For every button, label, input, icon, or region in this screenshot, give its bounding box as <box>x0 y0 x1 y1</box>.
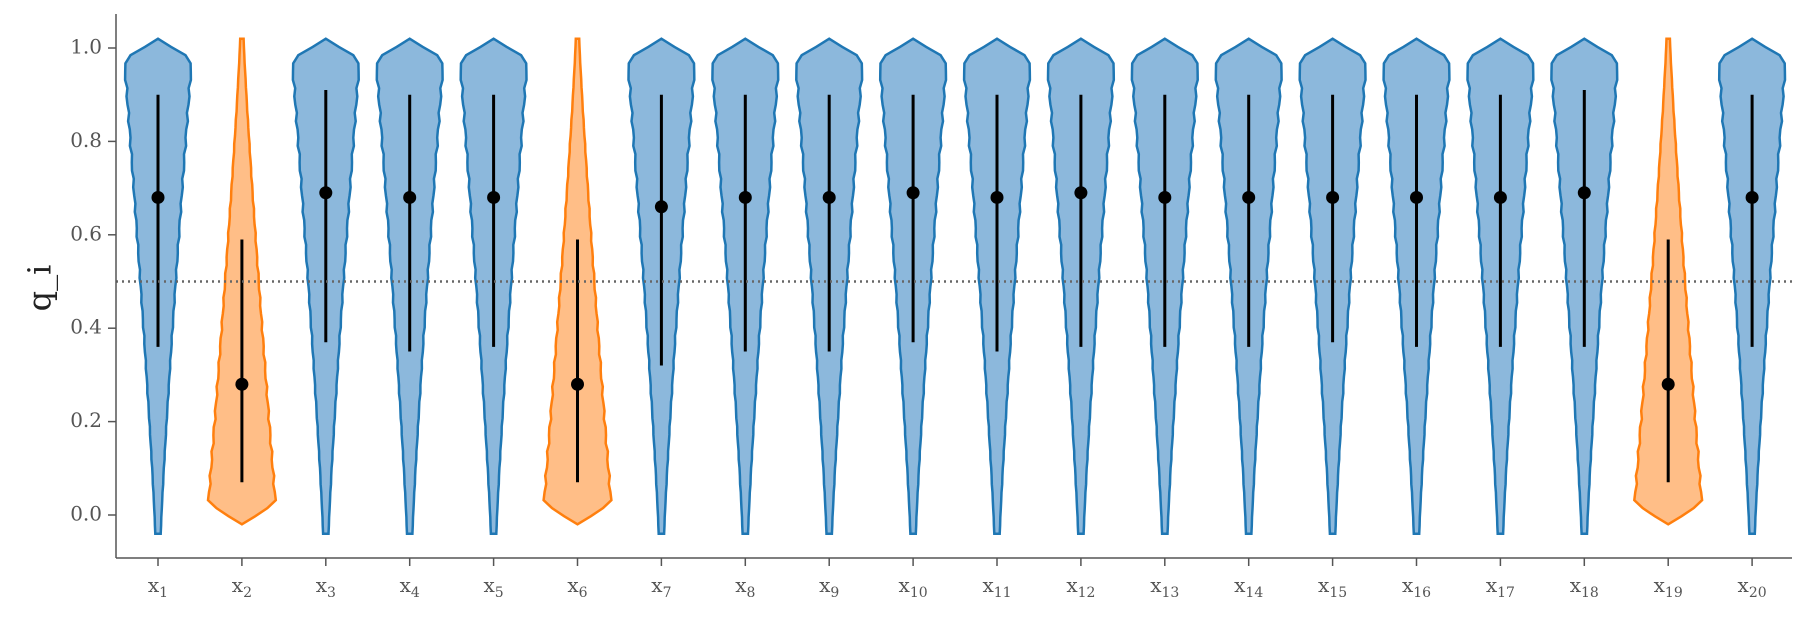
x-tick-label-x4: x4 <box>400 573 420 601</box>
x-tick-label-x10: x10 <box>899 573 928 601</box>
x-tick-label-x14: x14 <box>1234 573 1263 601</box>
median-marker-x5 <box>487 190 501 204</box>
y-tick-label: 0.0 <box>70 502 102 526</box>
x-tick-label-x6: x6 <box>567 573 587 601</box>
x-tick-label-x12: x12 <box>1066 573 1095 601</box>
x-tick-label-x2: x2 <box>232 573 252 601</box>
x-tick-label-x19: x19 <box>1654 573 1683 601</box>
median-marker-x3 <box>319 186 333 200</box>
violins-layer <box>123 37 1787 535</box>
median-marker-x19 <box>1661 377 1675 391</box>
x-tick-label-x7: x7 <box>651 573 671 601</box>
x-tick-label-x9: x9 <box>819 573 839 601</box>
median-marker-x8 <box>738 190 752 204</box>
x-ticks: x1 x2 x3 x4 x5 x6 x7 x8 x9 x10 x11 x12 x13 x14 x15 x16 x… <box>148 558 1767 601</box>
median-marker-x10 <box>906 186 920 200</box>
x-tick-label-x13: x13 <box>1150 573 1179 601</box>
x-tick-label-x5: x5 <box>483 573 503 601</box>
median-marker-x2 <box>235 377 249 391</box>
y-ticks: 0.0 0.2 0.4 0.6 0.8 1.0 <box>70 35 116 526</box>
median-marker-x12 <box>1074 186 1088 200</box>
median-marker-x20 <box>1745 190 1759 204</box>
markers-layer <box>151 90 1759 483</box>
x-tick-label-x11: x11 <box>982 573 1011 601</box>
x-tick-label-x16: x16 <box>1402 573 1431 601</box>
x-tick-label-x15: x15 <box>1318 573 1347 601</box>
median-marker-x6 <box>571 377 584 391</box>
median-marker-x13 <box>1158 190 1172 204</box>
y-tick-label: 1.0 <box>70 35 102 59</box>
median-marker-x14 <box>1242 190 1256 204</box>
median-marker-x11 <box>990 190 1004 204</box>
median-marker-x18 <box>1577 186 1591 200</box>
y-axis-label: q_i <box>21 265 59 312</box>
y-tick-label: 0.6 <box>70 221 102 245</box>
x-tick-label-x8: x8 <box>735 573 755 601</box>
y-tick-label: 0.8 <box>70 128 102 152</box>
y-tick-label: 0.4 <box>70 315 102 339</box>
y-tick-label: 0.2 <box>70 408 102 432</box>
median-marker-x4 <box>403 190 417 204</box>
x-tick-label-x18: x18 <box>1570 573 1599 601</box>
median-marker-x7 <box>654 200 668 214</box>
x-tick-label-x20: x20 <box>1738 573 1767 601</box>
x-tick-label-x17: x17 <box>1486 573 1515 601</box>
x-tick-label-x1: x1 <box>148 573 168 601</box>
median-marker-x17 <box>1493 190 1507 204</box>
median-marker-x1 <box>151 190 165 204</box>
median-marker-x16 <box>1410 190 1423 204</box>
x-tick-label-x3: x3 <box>316 573 336 601</box>
median-marker-x9 <box>822 190 836 204</box>
median-marker-x15 <box>1326 190 1340 204</box>
